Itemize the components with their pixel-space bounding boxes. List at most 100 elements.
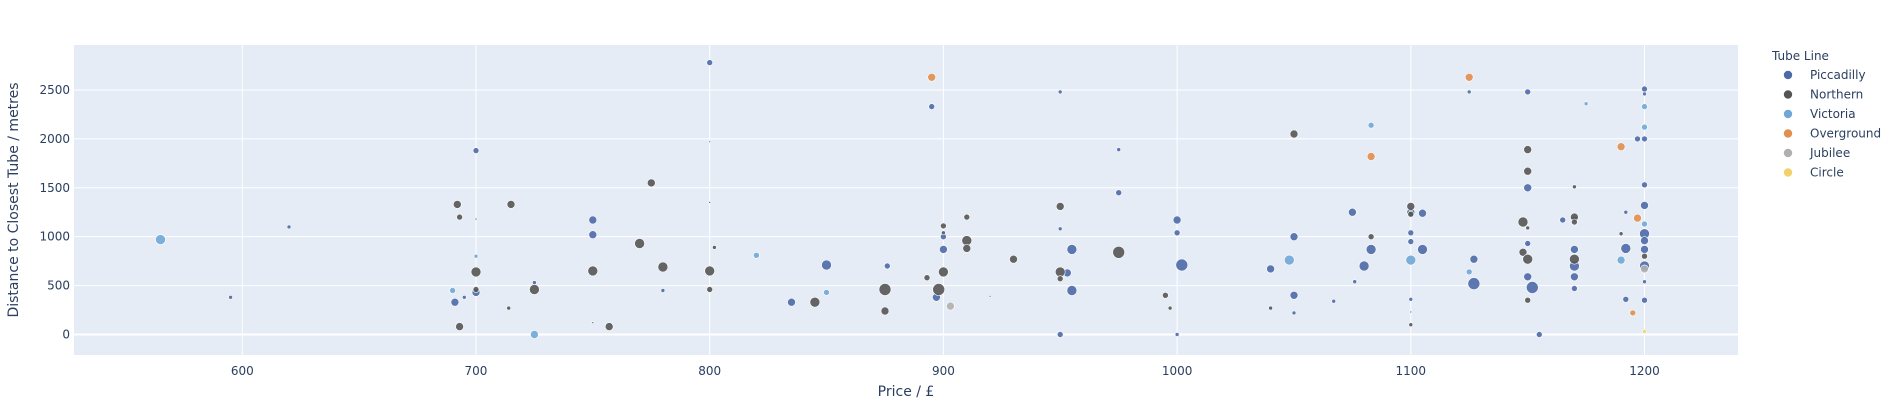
data-point bbox=[1571, 285, 1578, 292]
data-point bbox=[591, 321, 595, 325]
data-point bbox=[1641, 220, 1648, 228]
data-point bbox=[1057, 226, 1063, 232]
data-point bbox=[1172, 215, 1182, 225]
data-point bbox=[1620, 243, 1632, 254]
data-point bbox=[963, 213, 971, 221]
data-point bbox=[1406, 202, 1416, 211]
data-point bbox=[1408, 296, 1414, 302]
data-point bbox=[712, 245, 717, 250]
data-point bbox=[1518, 248, 1528, 257]
data-point bbox=[1367, 233, 1375, 240]
data-point bbox=[941, 230, 946, 236]
data-points bbox=[155, 59, 1650, 339]
data-point bbox=[1640, 201, 1649, 210]
legend-item-northern[interactable]: Northern bbox=[1783, 88, 1864, 102]
data-point bbox=[708, 140, 712, 144]
plot-background bbox=[74, 45, 1738, 355]
data-point bbox=[1525, 225, 1530, 231]
legend-item-piccadilly[interactable]: Piccadilly bbox=[1783, 68, 1866, 82]
y-tick-label: 2500 bbox=[39, 83, 70, 97]
x-axis-title: Price / £ bbox=[878, 384, 935, 400]
data-point bbox=[450, 297, 460, 307]
legend-marker bbox=[1783, 167, 1793, 178]
gridlines bbox=[74, 45, 1738, 355]
data-point bbox=[1116, 147, 1121, 152]
data-point bbox=[506, 200, 516, 209]
data-point bbox=[1066, 244, 1078, 255]
data-point bbox=[1524, 296, 1531, 304]
legend-marker bbox=[1783, 89, 1793, 100]
y-tick-label: 0 bbox=[62, 327, 70, 341]
data-point bbox=[1523, 145, 1532, 154]
data-point bbox=[587, 265, 599, 277]
data-point bbox=[1054, 266, 1066, 278]
x-tick-labels: 600 700 800 900 1000 1100 1200 bbox=[231, 364, 1660, 378]
data-point bbox=[1266, 264, 1275, 274]
legend-item-victoria[interactable]: Victoria bbox=[1783, 107, 1856, 121]
data-point bbox=[1465, 268, 1473, 276]
data-point bbox=[1583, 101, 1589, 106]
data-point bbox=[1570, 272, 1579, 282]
data-point bbox=[1524, 88, 1531, 96]
data-point bbox=[1641, 85, 1648, 93]
data-point bbox=[1291, 310, 1297, 316]
legend-item-overground[interactable]: Overground bbox=[1783, 127, 1882, 141]
x-tick-label: 1200 bbox=[1629, 364, 1660, 378]
data-point bbox=[1536, 331, 1543, 338]
y-tick-labels: 0 500 1000 1500 2000 2500 bbox=[39, 83, 70, 341]
data-point bbox=[1526, 281, 1539, 294]
data-point bbox=[1522, 253, 1533, 265]
x-tick-label: 600 bbox=[231, 364, 254, 378]
data-point bbox=[155, 234, 166, 245]
data-point bbox=[1284, 254, 1295, 266]
data-point bbox=[1409, 310, 1413, 314]
data-point bbox=[708, 201, 712, 204]
data-point bbox=[604, 322, 614, 331]
data-point bbox=[823, 289, 830, 296]
data-point bbox=[1616, 255, 1626, 265]
data-point bbox=[787, 297, 796, 307]
data-point bbox=[753, 252, 760, 259]
data-point bbox=[706, 59, 714, 66]
legend-item-circle[interactable]: Circle bbox=[1783, 166, 1844, 180]
data-point bbox=[1569, 253, 1580, 265]
data-point bbox=[1289, 129, 1299, 139]
data-point bbox=[1517, 216, 1529, 228]
data-point bbox=[946, 301, 955, 311]
data-point bbox=[809, 296, 821, 308]
data-point bbox=[1175, 258, 1189, 272]
legend[interactable]: Tube Line Piccadilly Northern Victoria Over… bbox=[1771, 49, 1881, 180]
data-point bbox=[1367, 121, 1375, 129]
data-point bbox=[1365, 244, 1377, 255]
data-point bbox=[940, 222, 947, 230]
series-jubilee bbox=[946, 264, 1649, 311]
legend-item-jubilee[interactable]: Jubilee bbox=[1783, 146, 1851, 160]
x-tick-label: 700 bbox=[465, 364, 488, 378]
data-point bbox=[455, 322, 464, 331]
data-point bbox=[1641, 252, 1648, 260]
data-point bbox=[1640, 236, 1649, 245]
data-point bbox=[1167, 305, 1173, 311]
series-piccadilly bbox=[228, 59, 1650, 338]
data-point bbox=[1464, 73, 1474, 82]
data-point bbox=[1348, 207, 1357, 217]
data-point bbox=[657, 261, 669, 273]
series-northern bbox=[452, 129, 1648, 331]
data-point bbox=[1640, 264, 1649, 274]
data-point bbox=[1056, 331, 1064, 338]
data-point bbox=[706, 286, 714, 293]
data-point bbox=[286, 224, 292, 230]
x-tick-label: 1100 bbox=[1396, 364, 1427, 378]
data-point bbox=[474, 217, 478, 221]
data-point bbox=[1629, 309, 1637, 317]
data-point bbox=[1466, 89, 1472, 95]
x-tick-label: 800 bbox=[698, 364, 721, 378]
data-point bbox=[1268, 305, 1273, 311]
data-point bbox=[1523, 166, 1532, 176]
data-point bbox=[532, 280, 537, 285]
data-point bbox=[1112, 246, 1125, 259]
data-point bbox=[1358, 260, 1370, 272]
series-overground bbox=[927, 73, 1642, 317]
data-point bbox=[932, 283, 946, 296]
